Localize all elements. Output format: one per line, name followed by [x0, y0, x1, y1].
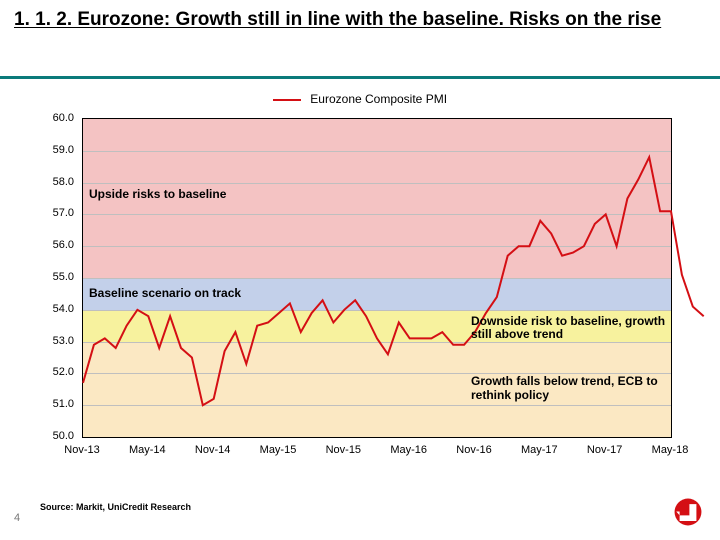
- page-number: 4: [14, 512, 20, 524]
- chart-plot-area: Upside risks to baseline Baseline scenari…: [82, 118, 672, 438]
- x-tick-label: May-15: [260, 444, 297, 456]
- source-text: Source: Markit, UniCredit Research: [40, 502, 191, 512]
- y-tick-label: 59.0: [53, 144, 74, 156]
- y-tick-label: 56.0: [53, 239, 74, 251]
- y-axis: 50.051.052.053.054.055.056.057.058.059.0…: [40, 118, 78, 438]
- y-tick-label: 53.0: [53, 335, 74, 347]
- x-tick-label: Nov-16: [456, 444, 491, 456]
- slide-footer: 4 Source: Markit, UniCredit Research: [0, 502, 720, 530]
- unicredit-logo-icon: [674, 498, 702, 526]
- band-label-below: Growth falls below trend, ECB to rethink…: [471, 375, 671, 403]
- x-tick-label: Nov-14: [195, 444, 230, 456]
- x-tick-label: Nov-13: [64, 444, 99, 456]
- x-tick-label: May-14: [129, 444, 166, 456]
- legend-swatch: [273, 99, 301, 101]
- pmi-chart: Eurozone Composite PMI 50.0 51.0 52.0 53.0 5…: [40, 92, 680, 472]
- title-rule: [0, 76, 720, 79]
- band-label-downside: Downside risk to baseline, growth still …: [471, 315, 671, 343]
- x-tick-label: May-17: [521, 444, 558, 456]
- x-tick-label: May-18: [652, 444, 689, 456]
- band-label-baseline: Baseline scenario on track: [89, 286, 241, 300]
- y-tick-label: 60.0: [53, 112, 74, 124]
- y-tick-label: 52.0: [53, 366, 74, 378]
- x-tick-label: May-16: [390, 444, 427, 456]
- y-tick-label: 54.0: [53, 303, 74, 315]
- slide: 1. 1. 2. Eurozone: Growth still in line …: [0, 0, 720, 540]
- x-tick-label: Nov-15: [326, 444, 361, 456]
- band-label-upside: Upside risks to baseline: [89, 187, 226, 201]
- y-tick-label: 58.0: [53, 176, 74, 188]
- chart-legend: Eurozone Composite PMI: [40, 92, 680, 106]
- y-tick-label: 50.0: [53, 430, 74, 442]
- y-tick-label: 57.0: [53, 207, 74, 219]
- y-tick-label: 51.0: [53, 398, 74, 410]
- legend-label: Eurozone Composite PMI: [310, 92, 447, 106]
- x-axis: Nov-13May-14Nov-14May-15Nov-15May-16Nov-…: [82, 442, 672, 472]
- brand-logo: [674, 498, 702, 526]
- slide-title: 1. 1. 2. Eurozone: Growth still in line …: [14, 8, 706, 32]
- y-tick-label: 55.0: [53, 271, 74, 283]
- x-tick-label: Nov-17: [587, 444, 622, 456]
